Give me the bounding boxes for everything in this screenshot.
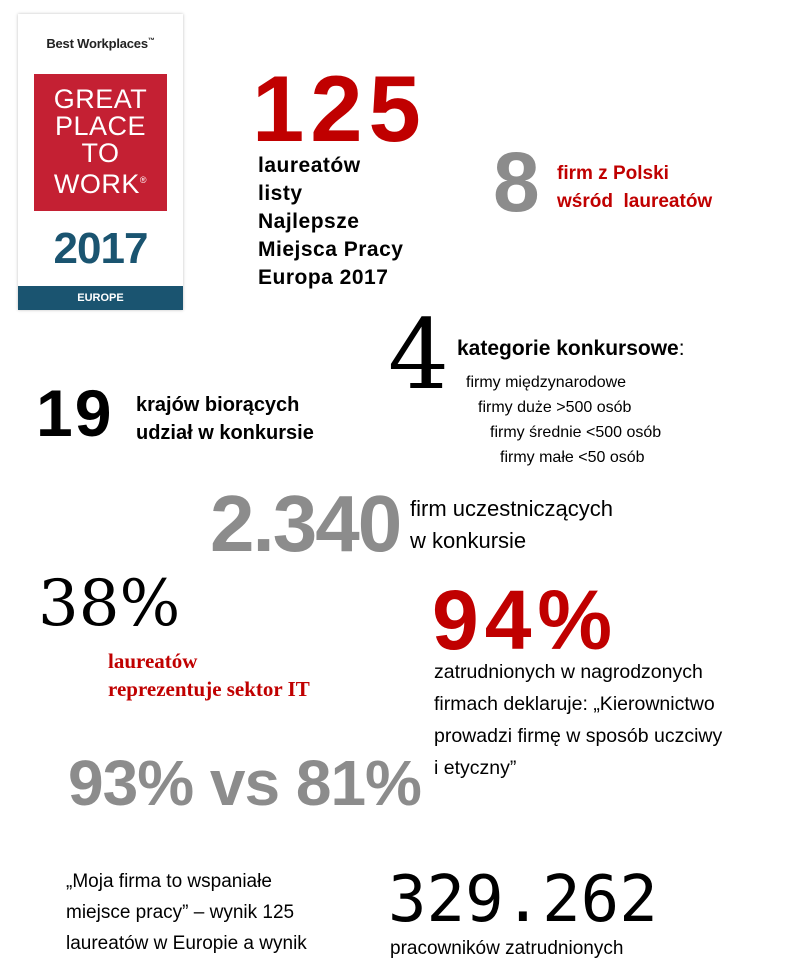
stat-cytat-line: „Moja firma to wspaniałe bbox=[66, 871, 272, 892]
stat-polska-number: 8 bbox=[493, 135, 540, 229]
badge-region: EUROPE bbox=[18, 286, 183, 310]
stat-laureaci-number: 125 bbox=[252, 56, 427, 161]
stat-it-text: laureatów reprezentuje sektor IT bbox=[108, 647, 310, 703]
stat-it-line: laureatów bbox=[108, 649, 198, 673]
stat-cytat-line: miejsce pracy” – wynik 125 bbox=[66, 902, 295, 923]
stat-laureaci-line: Miejsca Pracy bbox=[258, 238, 404, 261]
stat-cytat-line: laureatów w Europie a wynik bbox=[66, 933, 307, 954]
badge-line-great: GREAT bbox=[53, 84, 148, 114]
stat-kraje-line: udział w konkursie bbox=[136, 422, 314, 444]
badge-title-text: Best Workplaces bbox=[46, 36, 148, 51]
stat-laureaci-line: laureatów bbox=[258, 154, 361, 177]
stat-uczciwosc-line: firmach deklaruje: „Kierownictwo bbox=[434, 693, 715, 715]
stat-pracownicy-text: pracowników zatrudnionych bbox=[390, 938, 624, 959]
kategoria-item: firmy małe <50 osób bbox=[500, 449, 645, 466]
stat-kategorie-list: firmy międzynarodowe firmy duże >500 osó… bbox=[466, 370, 661, 470]
stat-kategorie-title: kategorie konkursowe: bbox=[457, 337, 685, 361]
stat-polska-line: wśród laureatów bbox=[557, 191, 713, 212]
stat-laureaci-line: Najlepsze bbox=[258, 210, 360, 233]
stat-kraje-line: krajów biorących bbox=[136, 394, 300, 416]
stat-uczciwosc-line: i etyczny” bbox=[434, 757, 517, 779]
stat-it-line: reprezentuje sektor IT bbox=[108, 677, 310, 701]
great-place-to-work-badge: Best Workplaces™ GREAT PLACE TO WORK® 20… bbox=[18, 14, 183, 310]
stat-laureaci-line: listy bbox=[258, 182, 303, 205]
kategoria-item: firmy średnie <500 osób bbox=[490, 424, 662, 441]
stat-polska-line: firm z Polski bbox=[557, 163, 669, 184]
stat-kategorie-title-text: kategorie konkursowe bbox=[457, 337, 679, 360]
badge-logo-block: GREAT PLACE TO WORK® bbox=[34, 74, 167, 211]
badge-title: Best Workplaces™ bbox=[18, 36, 183, 51]
stat-it-number: 38% bbox=[38, 567, 181, 641]
badge-line-place: PLACE bbox=[54, 111, 147, 141]
stat-kategorie-colon: : bbox=[678, 337, 685, 360]
kategoria-item: firmy duże >500 osób bbox=[478, 399, 632, 416]
stat-kraje-number: 19 bbox=[36, 376, 114, 450]
stat-laureaci-text: laureatów listy Najlepsze Miejsca Pracy … bbox=[258, 152, 403, 292]
stat-uczciwosc-number: 94% bbox=[432, 573, 619, 667]
stat-uczciwosc-line: prowadzi firmę w sposób uczciwy bbox=[434, 725, 723, 747]
stat-uczestnicy-text: firm uczestniczących w konkursie bbox=[410, 493, 613, 557]
stat-laureaci-line: Europa 2017 bbox=[258, 266, 389, 289]
stat-cytat-text: „Moja firma to wspaniałe miejsce pracy” … bbox=[66, 866, 307, 959]
badge-year: 2017 bbox=[53, 224, 149, 273]
stat-uczciwosc-line: zatrudnionych w nagrodzonych bbox=[434, 661, 703, 683]
trademark-symbol: ™ bbox=[147, 37, 155, 45]
stat-kraje-text: krajów biorących udział w konkursie bbox=[136, 391, 314, 447]
kategoria-item: firmy międzynarodowe bbox=[466, 374, 627, 391]
stat-uczestnicy-line: w konkursie bbox=[410, 528, 527, 553]
badge-line-to: TO bbox=[81, 138, 120, 168]
stat-uczciwosc-text: zatrudnionych w nagrodzonych firmach dek… bbox=[434, 656, 722, 784]
stat-pracownicy-number: 329.262 bbox=[388, 863, 658, 937]
badge-line-work: WORK® bbox=[53, 169, 148, 199]
stat-polska-text: firm z Polski wśród laureatów bbox=[557, 160, 712, 216]
stat-uczestnicy-number: 2.340 bbox=[210, 479, 402, 568]
stat-porownanie-number: 93% vs 81% bbox=[68, 747, 422, 819]
stat-uczestnicy-line: firm uczestniczących bbox=[410, 496, 613, 521]
stat-kategorie-number: 4 bbox=[388, 299, 450, 411]
